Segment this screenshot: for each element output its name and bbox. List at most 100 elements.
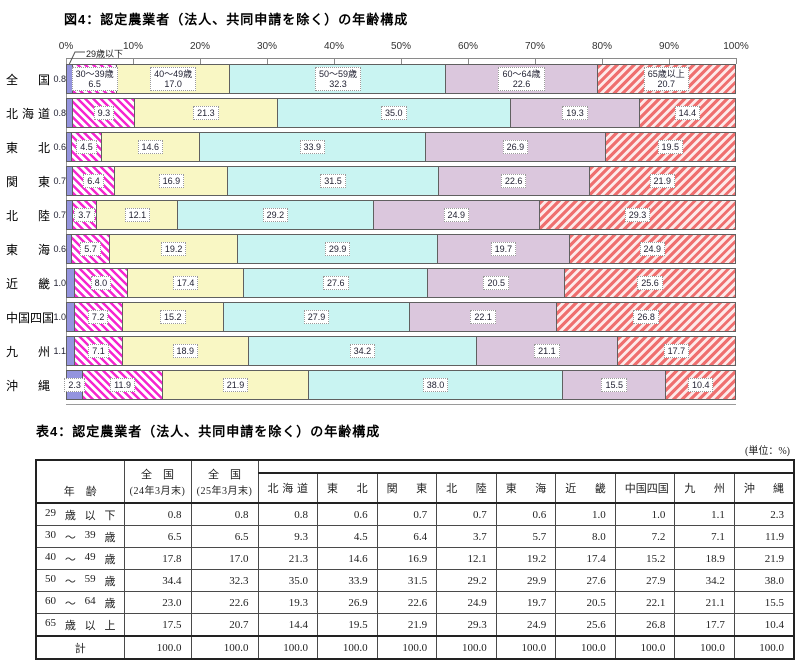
axis-tick — [401, 58, 402, 64]
chart-row: 北海道 0.8 9.3 21.3 35.0 19.3 14.4 — [0, 98, 736, 128]
segment-value-label: 29.9 — [324, 242, 351, 256]
table-row: 60 ～ 64 歳 23.0 22.6 19.3 26.9 22.6 24.9 19.7 20.5 22… — [35, 591, 795, 614]
value-cell: 20.7 — [190, 613, 259, 637]
segment-value-label: 26.8 — [633, 310, 659, 324]
chart-row-label: 全国 — [6, 72, 50, 87]
axis-tick — [736, 58, 737, 64]
age-label-cell: 65 歳以上 — [35, 613, 125, 637]
bar-segment — [67, 337, 75, 365]
bar-segment: 24.9 — [568, 235, 735, 263]
figure-title: 図4：認定農業者（法人、共同申請を除く）の年齢構成 — [64, 12, 409, 27]
col-header-age-label: 年 齢 — [63, 486, 97, 498]
value-cell: 17.0 — [190, 547, 259, 570]
table-row: 40 ～ 49 歳 17.8 17.0 21.3 14.6 16.9 12.1 19.2 17.4 15… — [35, 547, 795, 570]
value-cell: 21.9 — [733, 547, 795, 570]
stacked-bar: 2.3 11.9 21.9 38.0 15.5 10.4 — [64, 370, 736, 400]
segment-value-label: 10.4 — [687, 378, 714, 392]
value-cell: 29.3 — [436, 613, 497, 637]
axis-tick — [133, 58, 134, 64]
col-header-region: 東北 — [317, 472, 378, 504]
bar-segment: 15.5 — [561, 371, 666, 399]
chart-rows: 全国 0.8 30～39歳 6.5 40～49歳 17.0 50～59歳 32.3 60～64歳… — [0, 59, 736, 400]
value-cell: 100.0 — [317, 635, 378, 660]
value-cell: 25.6 — [555, 613, 616, 637]
value-cell: 15.5 — [733, 591, 795, 614]
value-cell: 27.9 — [614, 569, 676, 592]
chart-row: 近畿 1.0 8.0 17.4 27.6 20.5 25.6 — [0, 268, 736, 298]
axis-tick-label: 80% — [591, 41, 613, 52]
stacked-bar: 7.2 15.2 27.9 22.1 26.8 — [66, 302, 736, 332]
bar-segment: 6.4 — [71, 167, 115, 195]
stacked-bar: 4.5 14.6 33.9 26.9 19.5 — [66, 132, 736, 162]
segment-value-label: 19.7 — [490, 242, 517, 256]
first-segment-outside-value: 1.0 — [53, 312, 66, 322]
segment-value-label: 25.6 — [637, 276, 663, 290]
bar-segment: 4.5 — [71, 133, 102, 161]
segment-value-label: 40～49歳 17.0 — [150, 67, 197, 91]
chart-row: 東海 0.6 5.7 19.2 29.9 19.7 24.9 — [0, 234, 736, 264]
segment-value-label: 2.3 — [64, 378, 85, 392]
segment-value-label: 22.1 — [470, 310, 496, 324]
value-cell: 6.4 — [376, 525, 438, 548]
table-row: 30 ～ 39 歳 6.5 6.5 9.3 4.5 6.4 3.7 5.7 8.0 7.2 7.1 11.9 — [35, 525, 795, 548]
value-cell: 35.0 — [257, 569, 319, 592]
segment-value-label: 4.5 — [76, 140, 97, 154]
age-label-cell: 40 ～ 49 歳 — [35, 547, 125, 570]
segment-value-label: 35.0 — [381, 106, 407, 120]
value-cell: 2.3 — [733, 502, 795, 526]
national-25-line1: 全 国 — [208, 469, 241, 481]
callout-label: 29歳以下 — [86, 49, 124, 59]
bar-segment: 12.1 — [96, 201, 178, 229]
bar-segment: 22.1 — [408, 303, 557, 331]
age-composition-table: 年 齢 全 国 (24年3月末) 全 国 (25年3月末) 北海道東北関東北陸東… — [35, 459, 795, 660]
axis-tick-label: 40% — [323, 41, 345, 52]
col-header-national-24: 全 国 (24年3月末) — [123, 459, 192, 504]
col-header-national-25: 全 国 (25年3月末) — [190, 459, 259, 504]
table-row: 計 100.0 100.0 100.0 100.0 100.0 100.0 100.0 100.… — [35, 635, 795, 660]
value-cell: 100.0 — [674, 635, 735, 660]
value-cell: 16.9 — [376, 547, 438, 570]
segment-value-label: 21.9 — [222, 378, 249, 392]
value-cell: 0.7 — [436, 502, 497, 526]
bar-segment: 33.9 — [198, 133, 425, 161]
value-cell: 3.7 — [436, 525, 497, 548]
segment-value-label: 18.9 — [172, 344, 199, 358]
bar-segment: 16.9 — [114, 167, 228, 195]
chart-row-label: 北海道 — [6, 106, 50, 121]
col-header-region: 北海道 — [257, 472, 319, 504]
segment-value-label: 19.5 — [657, 140, 684, 154]
segment-value-label: 29.3 — [624, 208, 651, 222]
segment-value-label: 5.7 — [80, 242, 101, 256]
chart-row-label: 東海 — [6, 242, 50, 257]
segment-value-label: 65歳以上 20.7 — [643, 67, 689, 91]
national-25-line2: (25年3月末) — [196, 486, 253, 497]
bar-segment: 21.1 — [476, 337, 617, 365]
col-header-age: 年 齢 — [35, 459, 125, 504]
bar-segment — [67, 99, 73, 127]
axis-tick-label: 100% — [723, 41, 749, 52]
value-cell: 100.0 — [190, 635, 259, 660]
chart-row-label: 沖縄 — [6, 378, 50, 393]
value-cell: 29.9 — [495, 569, 557, 592]
value-cell: 33.9 — [317, 569, 378, 592]
segment-value-label: 60～64歳 22.6 — [498, 67, 545, 91]
value-cell: 0.7 — [376, 502, 438, 526]
first-segment-outside-value: 0.6 — [53, 142, 66, 152]
chart-row: 沖縄 2.3 11.9 21.9 38.0 15.5 10.4 — [0, 370, 736, 400]
age-composition-chart: 0% 10% 20% 30% 40% 50% 60% 70% 80% 90% 100% 29歳以下 … — [0, 38, 800, 405]
segment-value-label: 21.1 — [534, 344, 560, 358]
value-cell: 100.0 — [123, 635, 192, 660]
age-label-cell: 50 ～ 59 歳 — [35, 569, 125, 592]
value-cell: 100.0 — [733, 635, 795, 660]
bar-segment: 9.3 — [72, 99, 135, 127]
bar-segment: 7.1 — [74, 337, 122, 365]
bar-segment: 29.9 — [237, 235, 438, 263]
stacked-bar: 3.7 12.1 29.2 24.9 29.3 — [66, 200, 736, 230]
axis-tick-label: 90% — [658, 41, 680, 52]
first-segment-outside-value: 1.1 — [53, 346, 66, 356]
bar-segment: 15.2 — [121, 303, 223, 331]
bar-segment: 8.0 — [73, 269, 128, 297]
bar-segment: 21.3 — [134, 99, 277, 127]
bar-segment: 25.6 — [564, 269, 735, 297]
value-cell: 14.6 — [317, 547, 378, 570]
